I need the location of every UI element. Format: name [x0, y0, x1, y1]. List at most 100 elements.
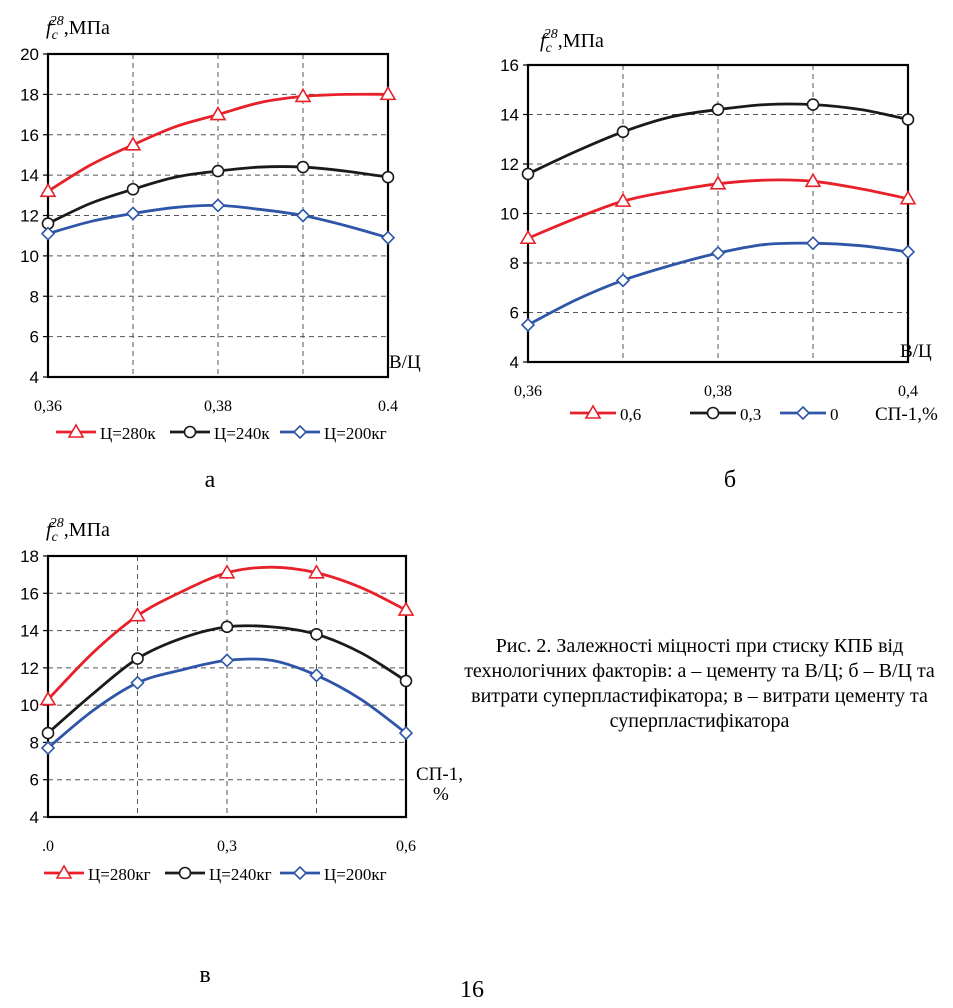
data-point-triangle — [129, 607, 146, 622]
legend-label: 0 — [830, 405, 839, 424]
data-point-diamond — [125, 206, 141, 221]
legend-marker-triangle — [67, 423, 85, 438]
x-axis-label: СП-1, — [416, 764, 463, 785]
data-point-diamond — [210, 198, 226, 213]
data-point-triangle — [614, 192, 632, 207]
legend-label: 0,3 — [740, 405, 761, 424]
data-point-diamond — [40, 226, 56, 241]
legend-marker-diamond — [292, 865, 308, 881]
data-point-circle — [381, 170, 395, 184]
legend-marker-circle — [706, 406, 720, 420]
legend-marker-diamond — [795, 405, 811, 421]
data-point-circle — [399, 674, 413, 688]
y-tick-label: 4 — [510, 353, 519, 372]
legend-marker-diamond — [292, 424, 308, 440]
y-tick-label: 10 — [20, 696, 39, 715]
y-axis-label: fc28,МПа — [46, 14, 110, 43]
data-point-circle — [521, 167, 535, 181]
data-point-triangle — [39, 690, 57, 706]
legend-label: Ц=200кг — [324, 424, 387, 443]
y-tick-label: 12 — [20, 659, 39, 678]
data-point-triangle — [218, 564, 236, 579]
chart-a: 4 6 8 10 12 14 16 18 20 0,36 0,38 0.4 fc28,МПа В/Ц Ц=2… — [20, 14, 421, 493]
y-axis-label: fc28,МПа — [46, 516, 110, 545]
y-tick-label: 4 — [30, 808, 39, 827]
x-axis-label-unit: % — [433, 784, 449, 805]
legend-label: Ц=240кг — [209, 865, 272, 884]
panel-label: а — [205, 467, 216, 493]
data-point-circle — [220, 620, 234, 634]
y-tick-label: 16 — [500, 56, 519, 75]
x-tick-label: 0,38 — [204, 398, 232, 415]
y-tick-label: 12 — [500, 155, 519, 174]
data-point-triangle — [397, 601, 415, 616]
data-point-triangle — [308, 564, 325, 579]
y-tick-label: 4 — [30, 368, 39, 387]
x-tick-label: 0,36 — [34, 398, 62, 415]
data-point-diamond — [309, 668, 324, 683]
data-point-diamond — [520, 317, 536, 333]
x-tick-label: 0.4 — [378, 398, 398, 415]
data-point-circle — [296, 160, 310, 174]
data-point-circle — [711, 103, 725, 116]
data-point-circle — [806, 98, 820, 111]
x-tick-label: 0,4 — [898, 383, 918, 400]
legend-marker-triangle — [55, 864, 73, 879]
data-point-diamond — [219, 653, 235, 668]
legend: 0,6 0,3 0 СП-1,% — [570, 404, 938, 425]
data-point-circle — [901, 113, 915, 126]
y-axis-label-unit: ,МПа — [558, 30, 604, 52]
x-axis-label: В/Ц — [900, 341, 932, 362]
data-point-circle — [211, 164, 225, 178]
data-point-circle — [310, 627, 323, 641]
data-point-triangle — [39, 182, 57, 198]
legend-label: Ц=240к — [214, 424, 270, 443]
data-point-triangle — [379, 85, 397, 101]
data-point-triangle — [209, 105, 227, 121]
y-axis-label-base: f — [46, 17, 54, 39]
legend-label: Ц=200кг — [324, 865, 387, 884]
data-point-diamond — [130, 675, 145, 690]
data-point-diamond — [295, 208, 311, 223]
y-axis-label-base: f — [540, 30, 548, 52]
x-tick-label: 0,3 — [217, 838, 237, 855]
page-number: 16 — [460, 977, 484, 1003]
y-axis-label-sup: 28 — [50, 14, 64, 29]
y-axis-label-unit: ,МПа — [64, 519, 110, 541]
y-tick-label: 10 — [500, 205, 519, 224]
y-tick-label: 10 — [20, 247, 39, 266]
y-tick-label: 16 — [20, 126, 39, 145]
y-tick-label: 8 — [30, 733, 39, 752]
x-tick-label: 0,6 — [396, 838, 416, 855]
data-point-circle — [616, 125, 630, 139]
y-axis-label-sub: c — [52, 28, 59, 43]
data-point-triangle — [899, 190, 917, 205]
data-point-triangle — [519, 229, 537, 245]
y-tick-label: 8 — [510, 254, 519, 273]
data-point-diamond — [380, 230, 396, 245]
data-point-circle — [131, 652, 144, 665]
y-tick-label: 12 — [20, 207, 39, 226]
data-point-diamond — [805, 236, 821, 251]
y-tick-label: 14 — [20, 622, 39, 641]
data-point-diamond — [615, 273, 631, 288]
y-tick-label: 18 — [20, 85, 39, 104]
data-point-circle — [126, 182, 140, 196]
y-tick-label: 8 — [30, 287, 39, 306]
y-axis-label-sub: c — [546, 41, 553, 56]
y-tick-label: 16 — [20, 584, 39, 603]
legend-label: 0,6 — [620, 405, 641, 424]
x-tick-label: .0 — [42, 838, 54, 855]
legend-marker-triangle — [584, 404, 602, 419]
legend-label: Ц=280к — [100, 424, 156, 443]
legend-marker-circle — [183, 425, 197, 439]
data-point-diamond — [40, 740, 56, 756]
y-tick-label: 14 — [20, 166, 39, 185]
legend: Ц=280кг Ц=240кг Ц=200кг — [44, 864, 387, 884]
y-tick-label: 18 — [20, 547, 39, 566]
data-point-diamond — [710, 245, 726, 261]
data-point-diamond — [900, 244, 916, 259]
panel-label: б — [724, 467, 736, 493]
